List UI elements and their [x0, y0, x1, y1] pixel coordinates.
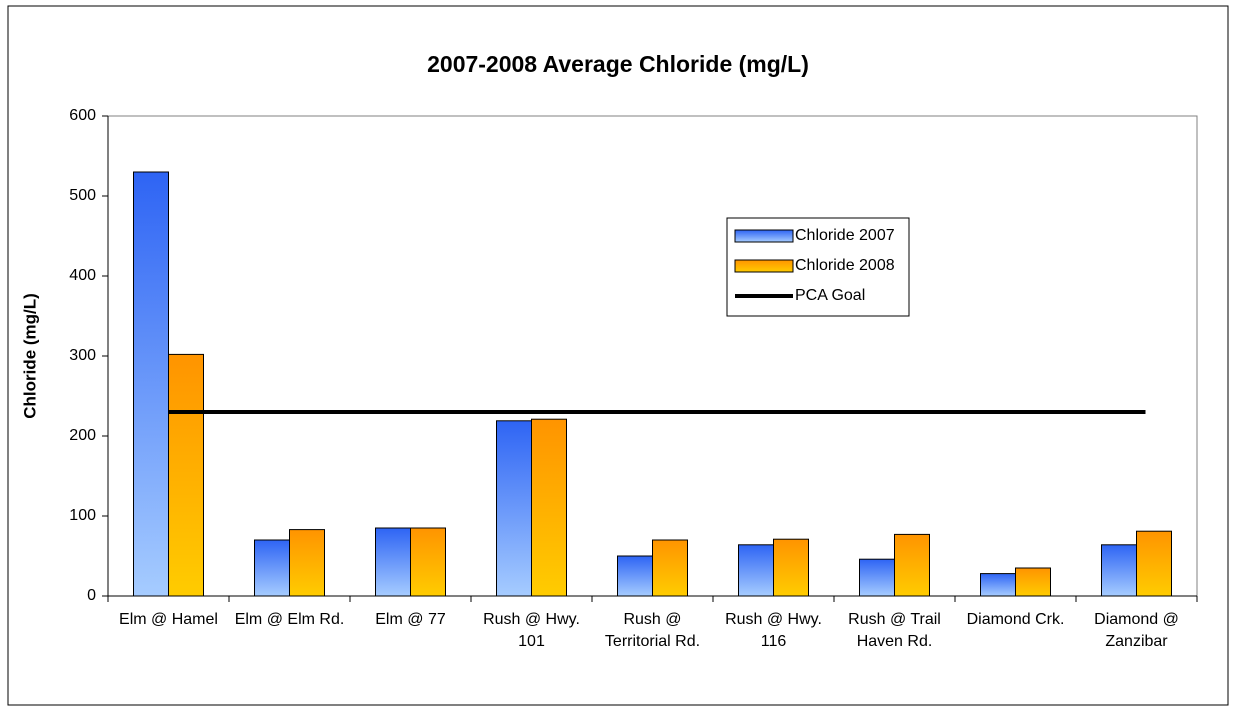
bar — [133, 171, 169, 597]
bar — [254, 539, 290, 597]
bar — [1101, 544, 1137, 597]
bar — [1015, 567, 1051, 597]
bar — [289, 529, 325, 597]
y-tick-label: 400 — [69, 267, 96, 284]
bar — [980, 573, 1016, 597]
x-tick-label: Rush @ Territorial Rd. — [604, 611, 701, 650]
y-tick-label: 500 — [69, 187, 96, 204]
bar — [652, 539, 688, 597]
y-tick-label: 600 — [69, 107, 96, 124]
bar — [375, 527, 411, 597]
bar — [531, 418, 567, 597]
x-tick-label: Diamond @ Zanzibar — [1094, 611, 1179, 650]
legend-swatch — [734, 259, 794, 273]
bar — [859, 558, 895, 597]
y-tick-label: 0 — [87, 587, 96, 604]
legend-swatch — [734, 229, 794, 243]
bar — [410, 527, 446, 597]
plot-area — [107, 115, 1198, 597]
legend-label: Chloride 2007 — [795, 227, 895, 244]
x-tick-label: Rush @ Hwy. 101 — [483, 611, 580, 650]
chart-title: 2007-2008 Average Chloride (mg/L) — [427, 51, 809, 77]
bar — [1136, 530, 1172, 597]
x-tick-label: Elm @ 77 — [375, 611, 446, 628]
bar — [168, 353, 204, 597]
legend-label: Chloride 2008 — [795, 257, 895, 274]
y-tick-label: 200 — [69, 427, 96, 444]
bar — [617, 555, 653, 597]
y-tick-label: 300 — [69, 347, 96, 364]
bar — [773, 538, 809, 597]
bar — [496, 420, 532, 597]
y-axis-label: Chloride (mg/L) — [20, 293, 39, 419]
x-tick-label: Rush @ Trail Haven Rd. — [848, 611, 941, 650]
bar — [894, 533, 930, 597]
legend-label: PCA Goal — [795, 287, 865, 304]
x-tick-label: Diamond Crk. — [966, 611, 1065, 628]
x-tick-label: Elm @ Hamel — [119, 611, 218, 628]
x-tick-label: Rush @ Hwy. 116 — [725, 611, 822, 650]
bar — [738, 544, 774, 597]
x-tick-label: Elm @ Elm Rd. — [234, 611, 345, 628]
y-tick-label: 100 — [69, 507, 96, 524]
